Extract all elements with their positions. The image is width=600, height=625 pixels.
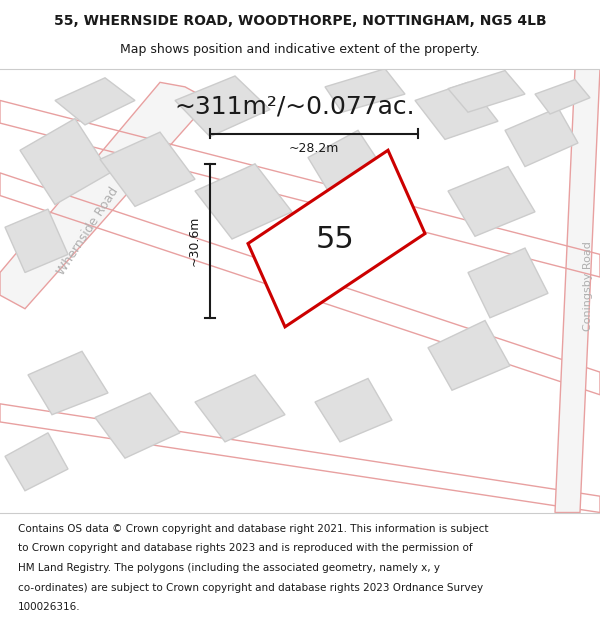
Polygon shape	[448, 166, 535, 236]
Text: Map shows position and indicative extent of the property.: Map shows position and indicative extent…	[120, 43, 480, 56]
Polygon shape	[5, 432, 68, 491]
Polygon shape	[100, 132, 195, 206]
Text: HM Land Registry. The polygons (including the associated geometry, namely x, y: HM Land Registry. The polygons (includin…	[18, 563, 440, 573]
Text: Contains OS data © Crown copyright and database right 2021. This information is : Contains OS data © Crown copyright and d…	[18, 524, 488, 534]
Text: 55: 55	[316, 224, 355, 254]
Polygon shape	[315, 379, 392, 442]
Text: 100026316.: 100026316.	[18, 602, 80, 612]
Text: 55, WHERNSIDE ROAD, WOODTHORPE, NOTTINGHAM, NG5 4LB: 55, WHERNSIDE ROAD, WOODTHORPE, NOTTINGH…	[53, 14, 547, 28]
Polygon shape	[95, 393, 180, 458]
Polygon shape	[415, 82, 498, 139]
Text: ~311m²/~0.077ac.: ~311m²/~0.077ac.	[175, 95, 415, 119]
Polygon shape	[308, 131, 385, 198]
Polygon shape	[468, 248, 548, 318]
Polygon shape	[0, 82, 210, 309]
Polygon shape	[5, 209, 68, 272]
Polygon shape	[195, 375, 285, 442]
Polygon shape	[325, 69, 405, 112]
Polygon shape	[28, 351, 108, 415]
Text: ~30.6m: ~30.6m	[187, 216, 200, 266]
Polygon shape	[505, 107, 578, 166]
Polygon shape	[448, 71, 525, 112]
Text: Coningsby Road: Coningsby Road	[583, 241, 593, 331]
Text: ~28.2m: ~28.2m	[289, 142, 339, 155]
Text: Whernside Road: Whernside Road	[55, 186, 121, 278]
Polygon shape	[535, 79, 590, 114]
Polygon shape	[175, 76, 270, 137]
Polygon shape	[195, 164, 292, 239]
Text: co-ordinates) are subject to Crown copyright and database rights 2023 Ordnance S: co-ordinates) are subject to Crown copyr…	[18, 582, 483, 592]
Text: to Crown copyright and database rights 2023 and is reproduced with the permissio: to Crown copyright and database rights 2…	[18, 543, 473, 554]
Polygon shape	[20, 119, 110, 204]
Polygon shape	[428, 321, 510, 390]
Polygon shape	[555, 69, 600, 512]
Polygon shape	[248, 150, 425, 327]
Polygon shape	[55, 78, 135, 125]
